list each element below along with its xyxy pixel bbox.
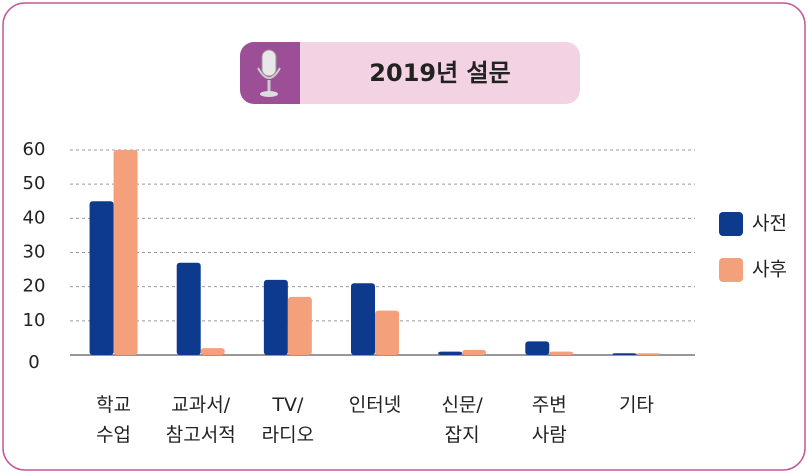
bar bbox=[176, 262, 201, 355]
y-tick-label: 10 bbox=[23, 310, 46, 331]
x-tick-label-line: 사람 bbox=[532, 424, 567, 446]
chart-title: 2019년 설문 bbox=[369, 59, 510, 87]
y-tick-label: 0 bbox=[28, 352, 39, 373]
bar bbox=[549, 351, 574, 355]
x-tick-label-line: 수업 bbox=[96, 424, 131, 446]
x-tick-label: 기타 bbox=[619, 394, 654, 416]
legend-label: 사후 bbox=[752, 259, 787, 281]
x-tick-label-line: 참고서적 bbox=[166, 424, 236, 446]
x-tick-label-line: 기타 bbox=[619, 394, 654, 416]
x-tick-label-line: TV/ bbox=[271, 394, 304, 416]
bar bbox=[287, 296, 312, 355]
bar bbox=[375, 310, 399, 355]
mic-icon bbox=[257, 49, 281, 97]
bar bbox=[263, 279, 288, 355]
x-tick-label: 교과서/참고서적 bbox=[166, 394, 236, 446]
title-box bbox=[240, 42, 580, 104]
bar bbox=[612, 353, 637, 355]
legend-swatch bbox=[719, 258, 743, 282]
bar bbox=[438, 351, 463, 355]
legend-label: 사전 bbox=[752, 213, 787, 235]
x-tick-label-line: 인터넷 bbox=[349, 394, 401, 416]
bar bbox=[351, 283, 375, 355]
x-tick-label-line: 교과서/ bbox=[171, 394, 230, 416]
y-tick-label: 30 bbox=[23, 242, 46, 263]
x-tick-label-line: 주변 bbox=[532, 394, 567, 416]
x-tick-label: 인터넷 bbox=[349, 394, 401, 416]
bar bbox=[200, 348, 225, 355]
x-tick-label-line: 잡지 bbox=[445, 424, 480, 446]
bar bbox=[636, 353, 661, 355]
x-tick-label-line: 신문/ bbox=[441, 394, 483, 416]
bar bbox=[525, 341, 550, 355]
x-tick-label-line: 라디오 bbox=[262, 424, 314, 446]
bar bbox=[113, 150, 138, 355]
y-tick-label: 60 bbox=[23, 139, 46, 160]
y-tick-label: 20 bbox=[23, 276, 46, 297]
bar bbox=[89, 201, 114, 355]
x-tick-label-line: 학교 bbox=[96, 394, 131, 416]
x-tick-label: 신문/잡지 bbox=[441, 394, 483, 446]
y-tick-label: 40 bbox=[23, 207, 46, 228]
bar bbox=[462, 349, 487, 355]
legend-swatch bbox=[719, 212, 743, 236]
y-tick-label: 50 bbox=[23, 173, 46, 194]
x-tick-label: TV/라디오 bbox=[262, 394, 314, 446]
